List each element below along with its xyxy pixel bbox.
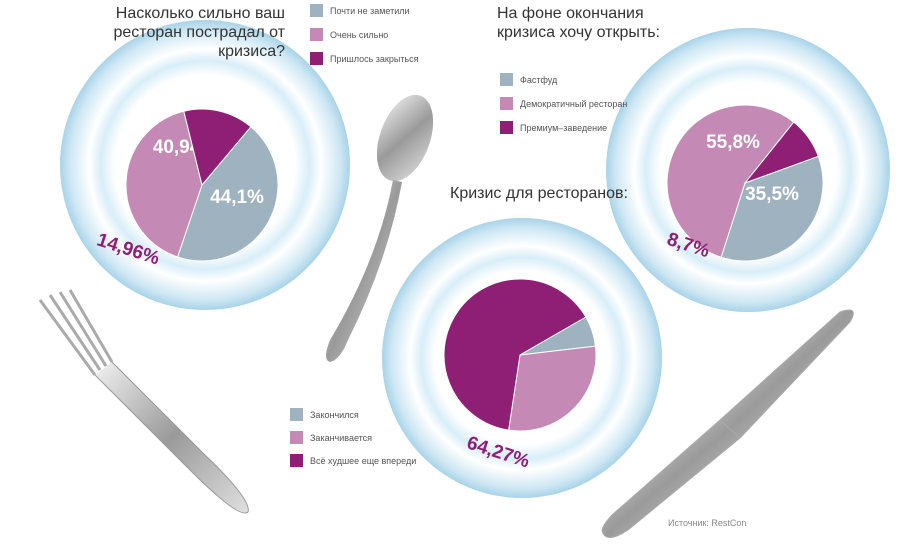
value-label: 55,8%: [706, 132, 760, 153]
knife: [601, 309, 854, 538]
legend-swatch: [500, 121, 513, 134]
chart-title: Насколько сильно ваш ресторан пострадал …: [113, 5, 286, 60]
spoon: [326, 94, 434, 362]
legend-item: Очень сильно: [310, 28, 388, 41]
pie-slice: [666, 104, 795, 258]
legend-label: Закончился: [310, 409, 359, 420]
legend-item: Почти не заметили: [310, 4, 410, 17]
pie-slice: [125, 110, 203, 258]
legend-label: Заканчивается: [310, 432, 373, 443]
legend-label: Пришлось закрыться: [330, 53, 419, 64]
legend-swatch: [500, 97, 513, 110]
legend-swatch: [290, 408, 303, 421]
legend-label: Премиум–заведение: [520, 122, 608, 133]
pie-slice: [743, 121, 819, 185]
legend-item: Всё худшее еще впереди: [290, 454, 416, 467]
pie-slice: [176, 126, 279, 262]
legend-label: Всё худшее еще впереди: [310, 455, 417, 466]
legend-item: Заканчивается: [290, 431, 372, 444]
legend-label: Очень сильно: [330, 29, 389, 40]
legend-swatch: [500, 73, 513, 86]
pie-slice: [508, 345, 597, 432]
pie-slice: [183, 108, 252, 187]
legend-item: Фастфуд: [500, 73, 557, 86]
source: Источник: RestCon: [668, 518, 747, 528]
fork: [38, 289, 249, 514]
legend-item: Демократичный ресторан: [500, 97, 627, 110]
value-label: 44,1%: [210, 187, 264, 208]
legend-label: Почти не заметили: [330, 5, 410, 16]
legend-item: Закончился: [290, 408, 359, 421]
pie-slice: [443, 278, 587, 431]
legend-swatch: [310, 52, 323, 65]
value-label: 35,5%: [745, 184, 799, 205]
legend-swatch: [290, 454, 303, 467]
legend-label: Фастфуд: [520, 74, 558, 85]
legend-item: Премиум–заведение: [500, 121, 607, 134]
legend-swatch: [310, 4, 323, 17]
chart-title: На фоне окончания кризиса хочу открыть:: [497, 5, 660, 41]
legend-item: Пришлось закрыться: [310, 52, 419, 65]
legend-swatch: [310, 28, 323, 41]
chart-title: Кризис для ресторанов:: [450, 185, 628, 202]
legend-label: Демократичный ресторан: [520, 98, 628, 109]
legend-swatch: [290, 431, 303, 444]
